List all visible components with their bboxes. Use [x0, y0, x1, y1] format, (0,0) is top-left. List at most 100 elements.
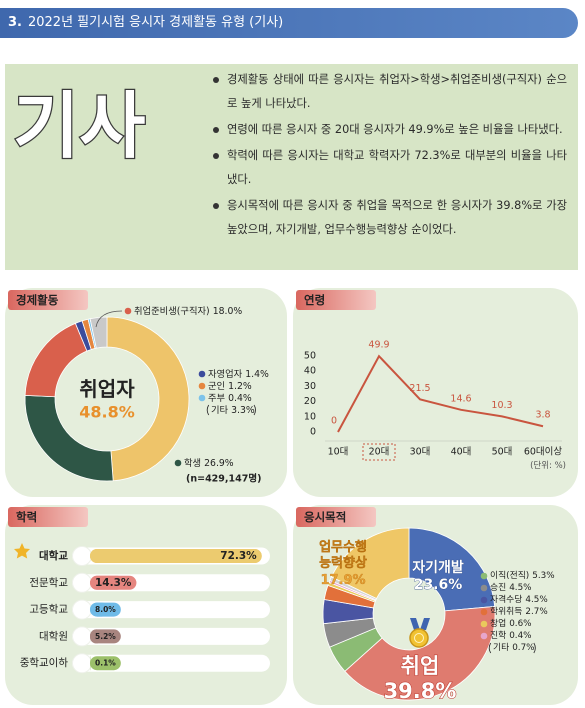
legend-item: 학위취득 2.7%: [490, 606, 548, 617]
donut-slice: [408, 527, 496, 612]
title-tab: [8, 507, 88, 527]
bar-cap: [72, 572, 92, 593]
summary-heading: 기사: [13, 84, 145, 168]
legend-swatch: [480, 584, 488, 592]
bar-cap: [72, 626, 92, 647]
legend-item: 자영업자 1.4%: [208, 368, 269, 380]
legend-value: 0.7%: [512, 643, 534, 653]
chart-title: 경제활동: [16, 293, 59, 307]
legend-label: 자영업자: [208, 368, 243, 380]
bar-group: 5.2%: [90, 629, 121, 644]
legend-value: 0.4%: [228, 393, 252, 404]
donut-slice: [330, 527, 410, 600]
legend-value: 0.6%: [509, 619, 531, 629]
bar-track: [72, 601, 270, 619]
legend-value: 4.5%: [509, 583, 531, 593]
legend-label: 군인: [208, 381, 225, 392]
parenthesis: [488, 642, 492, 654]
y-tick-label: 20: [304, 396, 316, 407]
star-icon: [14, 543, 30, 559]
y-tick-label: 전문학교: [29, 577, 68, 589]
summary-list: 경제활동 상태에 따른 응시자는 취업자>학생>취업준비생(구직자) 순으로 높…: [211, 68, 567, 244]
panel: [293, 288, 578, 497]
y-tick-label: 10: [304, 411, 316, 422]
data-label: 21.5: [409, 383, 430, 394]
legend-swatch: [198, 394, 206, 402]
legend-label: 창업: [490, 618, 506, 629]
legend-item: 학생 26.9%: [184, 458, 234, 469]
summary-bullet: 응시목적에 따른 응시자 중 취업을 목적으로 한 응시자가 39.8%로 가장…: [211, 194, 567, 242]
legend-item: 주부 0.4%: [208, 393, 252, 404]
legend-label: 이직(전직): [490, 570, 529, 581]
bar-cap: [72, 546, 92, 566]
legend-label: 학생: [184, 458, 201, 469]
bar-track: [72, 654, 270, 672]
slice-value: 39.8%: [384, 679, 457, 703]
legend-swatch: [480, 632, 488, 640]
x-tick-label: 10대: [328, 447, 349, 458]
legend-swatch: [124, 307, 132, 315]
center-label: 취업자: [79, 377, 135, 401]
legend-item: 기타 3.3%: [211, 405, 255, 416]
legend-item: 군인 1.2%: [208, 381, 252, 392]
summary-bullet: 연령에 따른 응시자 중 20대 응시자가 49.9%로 높은 비율을 나타냈다…: [211, 118, 567, 142]
legend-item: 자격수당 4.5%: [490, 593, 548, 605]
legend-value: 5.3%: [532, 571, 554, 581]
bar: [90, 629, 103, 644]
bar-cap: [72, 599, 92, 620]
value-label: 8.0%: [95, 605, 116, 614]
legend-item: 취업준비생(구직자) 18.0%: [134, 305, 242, 317]
legend-value: 0.4%: [509, 631, 531, 641]
summary-heading-graphic: 기사: [12, 83, 147, 170]
chart-title: 학력: [16, 510, 37, 524]
value-label: 5.2%: [95, 632, 116, 641]
section-title: 2022년 필기시험 응시자 경제활동 유형 (기사): [27, 15, 284, 30]
bar: [90, 575, 124, 590]
bar-group: 8.0%: [90, 602, 121, 617]
chart-title: 응시목적: [304, 510, 346, 524]
bar-cap: [72, 653, 92, 674]
parenthesis: [253, 404, 256, 416]
x-tick-label: 50대: [492, 447, 513, 458]
legend-label: 진학: [490, 630, 506, 641]
parenthesis: [206, 404, 210, 416]
legend-item: 기타 0.7%: [493, 642, 535, 653]
y-tick-label: 40: [304, 366, 316, 377]
x-tick-label: 40대: [451, 447, 472, 458]
bar-track: [72, 627, 270, 645]
center-value: 48.8%: [79, 403, 135, 422]
legend-value: 3.3%: [231, 405, 255, 416]
value-label: 72.3%: [220, 550, 257, 562]
legend-swatch: [480, 608, 488, 616]
slice-label: 자기개발: [412, 559, 464, 576]
legend-swatch: [480, 596, 488, 604]
data-label: 0: [331, 416, 337, 427]
legend-label: 기타: [211, 405, 229, 416]
value-label: 14.3%: [95, 577, 132, 589]
legend-label: 승진: [490, 582, 506, 593]
section-number: 3.: [8, 15, 22, 30]
legend-swatch: [198, 370, 206, 378]
slice-value: 17.9%: [320, 573, 366, 588]
donut-slice: [106, 316, 190, 482]
legend-swatch: [174, 459, 182, 467]
unit-label: (단위: %): [530, 460, 566, 471]
legend-value: 4.5%: [525, 595, 547, 605]
legend-swatch: [480, 620, 488, 628]
x-tick-label: 60대이상: [524, 447, 563, 458]
sample-size-note: (n=429,147명): [186, 473, 261, 485]
y-tick-label: 대학원: [39, 630, 68, 642]
x-tick-label: 20대: [369, 447, 390, 458]
value-label-bg: [90, 656, 121, 671]
donut-slice: [89, 316, 108, 349]
title-tab: [296, 507, 376, 527]
legend-label: 학위취득: [490, 606, 522, 617]
y-tick-label: 대학교: [39, 549, 68, 562]
legend-item: 이직(전직) 5.3%: [490, 570, 555, 581]
data-label: 10.3: [491, 400, 512, 411]
legend-swatch: [198, 382, 206, 390]
slice-label: 취업: [401, 654, 440, 678]
bar-group: 14.3%: [90, 575, 137, 590]
data-label: 3.8: [535, 410, 550, 421]
